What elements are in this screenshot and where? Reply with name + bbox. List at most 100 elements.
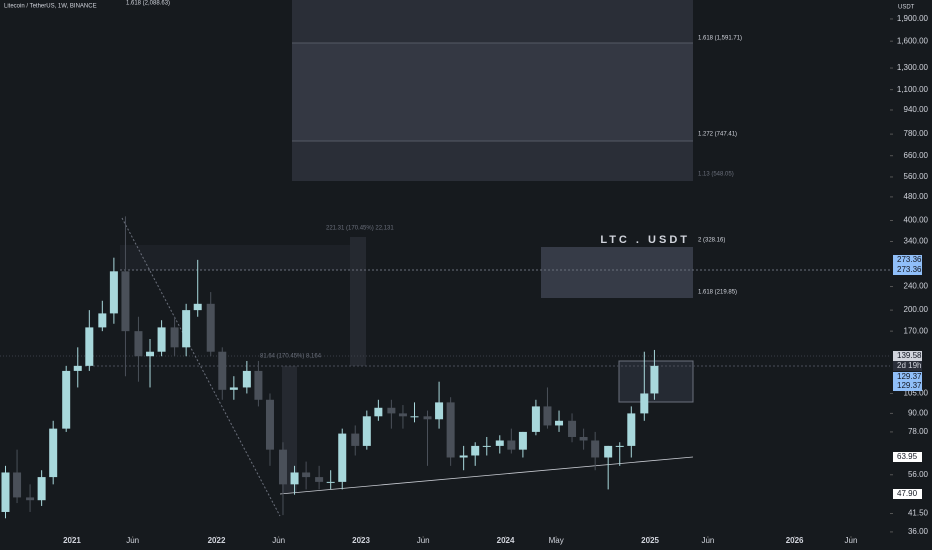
- y-tick-label: 170.00: [904, 326, 929, 335]
- candle-body: [193, 303, 202, 311]
- candle-body: [326, 481, 335, 483]
- y-tick-label: 105.00: [904, 389, 929, 398]
- y-tick-label: 200.00: [904, 305, 929, 314]
- y-tick-label: 78.00: [908, 427, 929, 436]
- candle-body: [170, 327, 179, 348]
- candle-body: [37, 477, 46, 501]
- x-tick-label: Jun: [126, 536, 139, 545]
- fib-label: 1.13 (548.05): [698, 172, 734, 178]
- candle-body: [265, 399, 274, 450]
- candle-body: [146, 351, 155, 357]
- y-tick-label: 1,900.00: [897, 14, 929, 23]
- candle-body: [62, 370, 71, 429]
- candle-body: [302, 472, 311, 478]
- candle-body: [435, 402, 444, 420]
- candle-body: [254, 370, 263, 400]
- candle-body: [543, 406, 552, 426]
- x-tick-label: 2026: [786, 536, 804, 545]
- price-tag: [893, 381, 922, 391]
- y-tick-label: 340.00: [904, 237, 929, 246]
- fib-label: 81.64 (170.45%) 8,164: [260, 354, 322, 360]
- fib-label: 2 (328.16): [698, 238, 725, 244]
- candle-body: [650, 365, 659, 394]
- candle-body: [495, 440, 504, 446]
- candle-body: [85, 327, 94, 366]
- candle-body: [206, 303, 215, 352]
- candle-body: [73, 365, 82, 371]
- candle-body: [471, 445, 480, 456]
- y-tick-label: 400.00: [904, 216, 929, 225]
- y-tick-label: 480.00: [904, 192, 929, 201]
- candle-body: [351, 433, 360, 446]
- price-tag: [893, 372, 922, 382]
- candle-body: [157, 327, 166, 352]
- candle-body: [13, 472, 22, 498]
- x-tick-label: Jun: [417, 536, 430, 545]
- x-tick-label: 2024: [497, 536, 515, 545]
- candle-body: [591, 440, 600, 458]
- candle-body: [423, 416, 432, 420]
- y-tick-label: 36.00: [908, 527, 929, 536]
- candle-body: [531, 406, 540, 432]
- price-tag-label: 63.95: [897, 452, 918, 461]
- trend-line: [279, 456, 694, 495]
- candle-body: [26, 497, 35, 501]
- y-tick-label: 1,300.00: [897, 63, 929, 72]
- candle-body: [98, 313, 107, 328]
- candle-body: [338, 433, 347, 482]
- x-tick-label: May: [549, 536, 564, 545]
- candle-body: [290, 472, 299, 485]
- price-tag-label: 273.36: [897, 265, 922, 274]
- candle-body: [555, 420, 564, 426]
- price-tag-label: 129.37: [897, 372, 922, 381]
- y-tick-label: 240.00: [904, 282, 929, 291]
- candle-body: [398, 413, 407, 417]
- candle-body: [1, 472, 10, 512]
- currency: USDT: [898, 5, 915, 11]
- y-tick-label: 780.00: [904, 129, 929, 138]
- chart-title: Litecoin / TetherUS, 1W, BINANCE: [4, 4, 97, 10]
- candle-body: [410, 416, 419, 418]
- candle-body: [242, 370, 251, 388]
- y-tick-label: 56.00: [908, 470, 929, 479]
- y-tick-label: 41.50: [908, 509, 929, 518]
- candle-body: [459, 455, 468, 458]
- y-tick-label: 90.00: [908, 409, 929, 418]
- x-tick-label: 2023: [352, 536, 370, 545]
- candle-body: [615, 445, 624, 447]
- candle-body: [278, 449, 287, 485]
- y-tick-label: 1,100.00: [897, 85, 929, 94]
- candle-body: [362, 416, 371, 446]
- price-tag-label: 47.90: [897, 489, 918, 498]
- x-tick-label: Jun: [272, 536, 285, 545]
- price-tag: [893, 489, 922, 499]
- fib-label: 1.618 (219.85): [698, 290, 737, 296]
- price-tag: [893, 361, 922, 371]
- symbol-label: LTC . USDT: [600, 234, 690, 246]
- candle-body: [49, 428, 58, 478]
- price-tag: [893, 351, 922, 361]
- candle-body: [640, 393, 649, 414]
- price-tag: [893, 452, 922, 462]
- candle-body: [229, 387, 238, 390]
- candle-body: [568, 420, 577, 437]
- candle-body: [134, 331, 143, 357]
- target-box: [541, 247, 693, 298]
- candle-body: [482, 445, 491, 447]
- y-tick-label: 1,600.00: [897, 36, 929, 45]
- y-tick-label: 560.00: [904, 172, 929, 181]
- candle-body: [518, 431, 527, 450]
- fib-box: [292, 43, 693, 141]
- candle-body: [218, 351, 227, 390]
- band: [120, 245, 350, 270]
- candle-body: [121, 271, 130, 332]
- price-tag: [893, 255, 922, 265]
- x-tick-label: Jun: [845, 536, 858, 545]
- candle-body: [387, 407, 396, 414]
- y-tick-label: 940.00: [904, 105, 929, 114]
- price-tag: [893, 265, 922, 275]
- price-tag-label: 139.58: [897, 351, 922, 360]
- price-tag-label: 2d 19h: [897, 361, 921, 370]
- candle-body: [446, 402, 455, 458]
